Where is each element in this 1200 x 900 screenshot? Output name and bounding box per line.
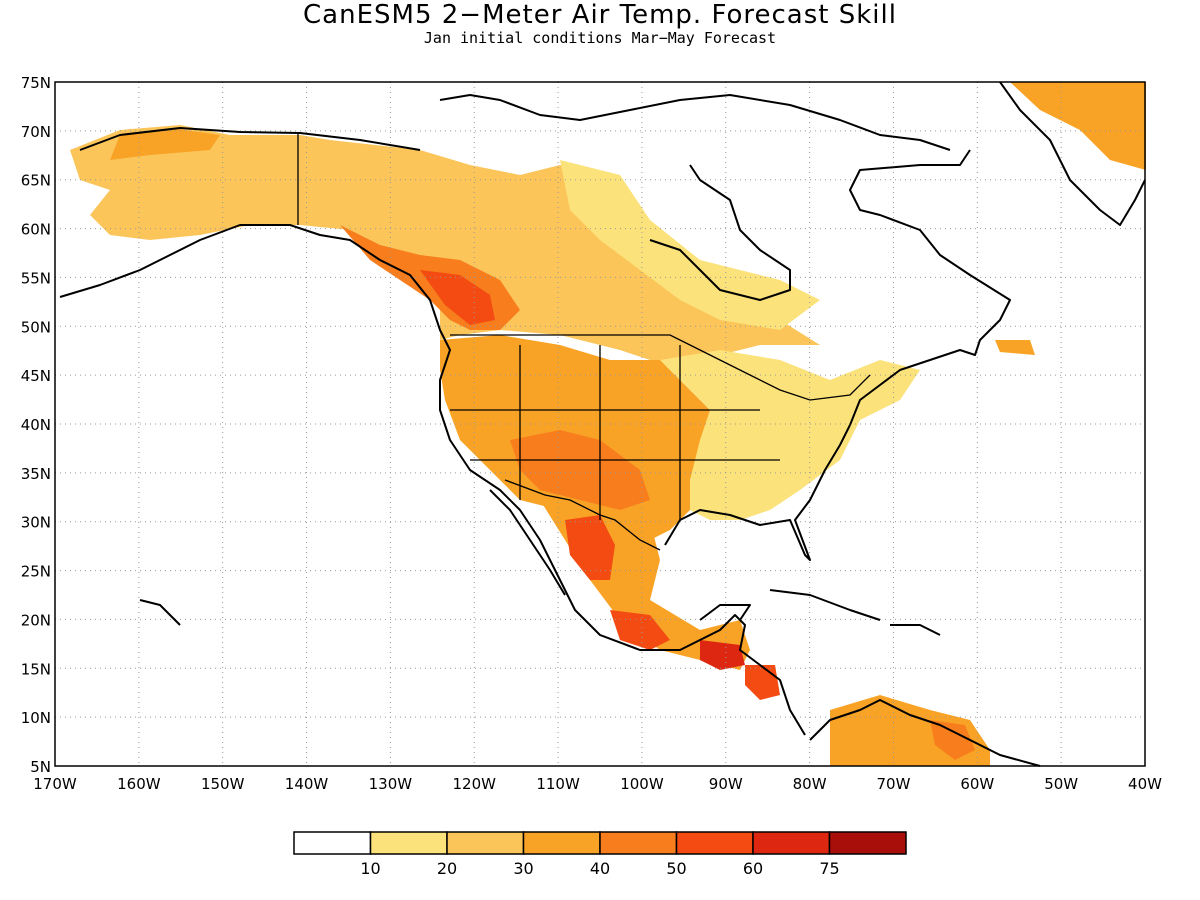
colorbar-label: 10 <box>360 859 380 878</box>
lat-tick-label: 15N <box>21 660 51 678</box>
lon-tick-label: 50W <box>1044 775 1078 793</box>
lat-tick-label: 50N <box>21 318 51 336</box>
coast-south-america <box>809 699 1041 767</box>
lon-tick-label: 60W <box>960 775 994 793</box>
coast-hispaniola <box>890 624 941 636</box>
coast-gulf <box>664 424 851 561</box>
lon-tick-label: 80W <box>793 775 827 793</box>
coast-yucatan <box>699 604 751 621</box>
lon-tick-label: 170W <box>33 775 77 793</box>
shade-labrador-30 <box>995 340 1035 355</box>
shade-greenland-30 <box>1010 82 1146 170</box>
coast-east <box>849 149 1011 426</box>
lat-tick-label: 45N <box>21 367 51 385</box>
lat-tick-label: 75N <box>21 74 51 92</box>
coast-hawaii <box>139 599 181 626</box>
coast-alaska-north <box>79 127 421 151</box>
border-us-canada <box>450 334 871 401</box>
shade-bc-50 <box>420 270 495 325</box>
colorbar-swatch <box>446 831 525 855</box>
colorbar-swatch <box>752 831 831 855</box>
colorbar-swatch <box>828 831 907 855</box>
colorbar-label: 75 <box>819 859 839 878</box>
shade-honduras-50 <box>745 665 780 700</box>
coastlines <box>59 81 1146 767</box>
colorbar-swatch <box>369 831 448 855</box>
shade-nw-30 <box>110 128 220 160</box>
colorbar-swatch <box>675 831 754 855</box>
coast-arctic <box>439 94 951 151</box>
map-subtitle: Jan initial conditions Mar−May Forecast <box>423 29 777 47</box>
lat-tick-label: 5N <box>30 758 51 776</box>
lat-tick-label: 20N <box>21 611 51 629</box>
lon-tick-label: 120W <box>452 775 496 793</box>
lat-tick-label: 25N <box>21 563 51 581</box>
lat-tick-label: 55N <box>21 269 51 287</box>
coast-greenland <box>999 81 1146 226</box>
map-frame <box>54 81 1146 767</box>
lon-tick-label: 150W <box>201 775 245 793</box>
lat-tick-label: 70N <box>21 123 51 141</box>
skill-shading <box>70 82 1146 766</box>
map-title: CanESM5 2−Meter Air Temp. Forecast Skill <box>303 0 897 30</box>
colorbar: 10 20 30 40 50 60 75 <box>293 831 907 878</box>
lat-tick-label: 10N <box>21 709 51 727</box>
lat-tick-label: 40N <box>21 416 51 434</box>
lon-tick-label: 90W <box>709 775 743 793</box>
shade-alaska-10 <box>560 160 820 330</box>
lat-tick-label: 65N <box>21 172 51 190</box>
lon-tick-label: 140W <box>285 775 329 793</box>
lon-tick-label: 130W <box>369 775 413 793</box>
lon-tick-label: 160W <box>117 775 161 793</box>
lat-tick-label: 30N <box>21 514 51 532</box>
shade-sthmx-50 <box>610 610 670 650</box>
shade-alaska-20 <box>70 125 820 370</box>
coast-cuba <box>769 589 881 621</box>
colorbar-swatch <box>293 831 372 855</box>
lon-tick-labels: 170W 160W 150W 140W 130W 120W 110W 100W 90W 80W 70… <box>33 775 1162 793</box>
colorbar-label: 30 <box>513 859 533 878</box>
colorbar-label: 20 <box>437 859 457 878</box>
lat-tick-label: 60N <box>21 221 51 239</box>
colorbar-swatch <box>599 831 678 855</box>
colorbar-swatch <box>522 831 601 855</box>
lon-tick-label: 100W <box>620 775 664 793</box>
shade-mexico-50 <box>565 515 615 580</box>
colorbar-label: 60 <box>743 859 763 878</box>
shade-us-east-10 <box>660 350 920 520</box>
lon-tick-label: 110W <box>536 775 580 793</box>
lon-tick-label: 40W <box>1128 775 1162 793</box>
coast-hudson <box>649 164 791 301</box>
shade-sa-40 <box>930 720 975 760</box>
colorbar-label: 40 <box>590 859 610 878</box>
lon-tick-label: 70W <box>877 775 911 793</box>
borders <box>297 133 871 551</box>
colorbar-label: 50 <box>666 859 686 878</box>
shade-southwest-40 <box>510 430 650 510</box>
coast-baja <box>489 489 566 596</box>
lat-tick-labels: 5N 10N 15N 20N 25N 30N 35N 40N 45N 50N 55N 60N 65N 70… <box>21 74 51 776</box>
lat-tick-label: 35N <box>21 465 51 483</box>
coast-alaska <box>59 224 806 736</box>
shade-central-america-60 <box>700 640 745 670</box>
